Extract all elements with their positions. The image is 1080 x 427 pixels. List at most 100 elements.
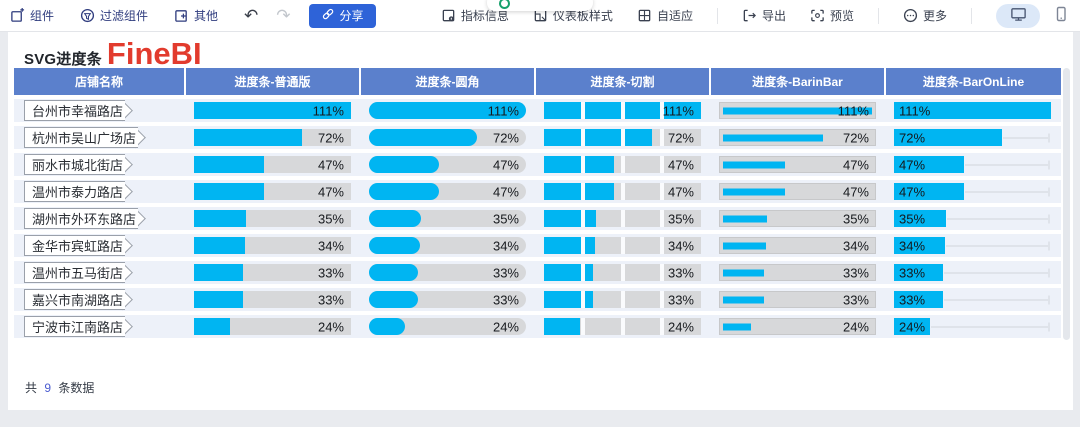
column-header-baronline[interactable]: 进度条-BarOnLine [886,68,1061,95]
filter-component-button[interactable]: 过滤组件 [80,7,148,24]
progress-barinbar-cell: 47% [711,183,886,200]
progress-bar-baronline[interactable]: 111% [894,102,1051,119]
mobile-view-toggle[interactable] [1054,6,1068,25]
share-button[interactable]: 分享 [308,3,376,28]
progress-bar-rounded[interactable]: 72% [369,129,526,146]
progress-bar-rounded[interactable]: 24% [369,318,526,335]
progress-bar-barinbar[interactable]: 47% [719,183,876,200]
column-header-store[interactable]: 店铺名称 [14,68,186,95]
progress-fill [544,183,615,200]
progress-bar-plain[interactable]: 33% [194,291,351,308]
store-name-tag[interactable]: 台州市幸福路店 [24,100,133,121]
progress-bar-plain[interactable]: 111% [194,102,351,119]
progress-bar-barinbar[interactable]: 72% [719,129,876,146]
progress-bar-baronline[interactable]: 33% [894,291,1051,308]
progress-bar-rounded[interactable]: 47% [369,183,526,200]
progress-bar-rounded[interactable]: 33% [369,264,526,281]
store-name-tag[interactable]: 金华市宾虹路店 [24,235,133,256]
progress-bar-segmented[interactable]: 33% [544,264,701,281]
auto-fit-button[interactable]: 自适应 [637,7,693,24]
progress-fill [369,318,405,335]
progress-bar-segmented[interactable]: 33% [544,291,701,308]
progress-bar-plain[interactable]: 47% [194,183,351,200]
progress-bar-segmented[interactable]: 34% [544,237,701,254]
progress-bar-barinbar[interactable]: 24% [719,318,876,335]
progress-bar-rounded[interactable]: 47% [369,156,526,173]
table-row: 温州市泰力路店 47% 47% 47% [14,180,1061,203]
progress-bar-plain[interactable]: 34% [194,237,351,254]
store-name-tag[interactable]: 湖州市外环东路店 [24,208,146,229]
progress-fill [544,264,594,281]
progress-bar-rounded[interactable]: 111% [369,102,526,119]
progress-bar-rounded[interactable]: 34% [369,237,526,254]
progress-plain-cell: 72% [186,129,361,146]
progress-inner-fill [723,296,765,303]
progress-bar-rounded[interactable]: 33% [369,291,526,308]
indicator-info-button[interactable]: 指标信息 [441,7,509,24]
component-button[interactable]: 组件 [10,7,54,24]
progress-bar-baronline[interactable]: 34% [894,237,1051,254]
progress-baronline-cell: 24% [886,318,1061,335]
progress-bar-baronline[interactable]: 33% [894,264,1051,281]
progress-bar-plain[interactable]: 72% [194,129,351,146]
progress-bar-baronline[interactable]: 24% [894,318,1051,335]
store-name-tag[interactable]: 宁波市江南路店 [24,316,133,337]
column-header-barinbar[interactable]: 进度条-BarinBar [711,68,886,95]
preview-button[interactable]: 预览 [810,7,854,24]
progress-segmented-cell: 33% [536,291,711,308]
progress-bar-barinbar[interactable]: 47% [719,156,876,173]
progress-value-label: 47% [492,157,519,172]
progress-bar-barinbar[interactable]: 35% [719,210,876,227]
table-body: 台州市幸福路店 111% 111% 111% [14,99,1061,338]
progress-bar-plain[interactable]: 47% [194,156,351,173]
progress-bar-barinbar[interactable]: 34% [719,237,876,254]
toolbar-divider [716,7,718,24]
progress-bar-baronline[interactable]: 47% [894,183,1051,200]
desktop-view-toggle[interactable] [996,3,1040,28]
progress-plain-cell: 47% [186,183,361,200]
record-count-number: 9 [44,381,52,395]
widget-title-row: SVG进度条 FineBI [8,32,1073,69]
progress-rounded-cell: 111% [361,102,536,119]
export-button[interactable]: 导出 [742,7,786,24]
progress-bar-rounded[interactable]: 35% [369,210,526,227]
store-name-tag[interactable]: 杭州市吴山广场店 [24,127,146,148]
table-scrollbar[interactable] [1063,68,1070,340]
other-button[interactable]: 其他 [174,7,218,24]
progress-fill [894,237,945,254]
store-name-tag[interactable]: 温州市五马街店 [24,262,133,283]
progress-bar-segmented[interactable]: 47% [544,183,701,200]
progress-bar-baronline[interactable]: 72% [894,129,1051,146]
progress-bar-baronline[interactable]: 35% [894,210,1051,227]
more-button[interactable]: 更多 [903,7,947,24]
progress-fill [894,264,944,281]
progress-bar-segmented[interactable]: 35% [544,210,701,227]
progress-bar-segmented[interactable]: 111% [544,102,701,119]
store-name-tag[interactable]: 丽水市城北街店 [24,154,133,175]
progress-fill [544,291,594,308]
progress-bar-barinbar[interactable]: 33% [719,264,876,281]
store-name-tag[interactable]: 嘉兴市南湖路店 [24,289,133,310]
progress-bar-plain[interactable]: 35% [194,210,351,227]
progress-bar-barinbar[interactable]: 33% [719,291,876,308]
progress-bar-baronline[interactable]: 47% [894,156,1051,173]
progress-bar-plain[interactable]: 24% [194,318,351,335]
store-name-tag[interactable]: 温州市泰力路店 [24,181,133,202]
column-header-segmented[interactable]: 进度条-切割 [536,68,711,95]
segment-gap [659,318,664,335]
progress-barinbar-cell: 24% [711,318,886,335]
column-header-plain[interactable]: 进度条-普通版 [186,68,361,95]
segment-gap [620,210,625,227]
progress-baronline-cell: 111% [886,102,1061,119]
progress-bar-segmented[interactable]: 24% [544,318,701,335]
progress-bar-plain[interactable]: 33% [194,264,351,281]
segment-gap [581,129,586,146]
store-name-cell: 温州市五马街店 [14,262,186,283]
column-header-rounded[interactable]: 进度条-圆角 [361,68,536,95]
progress-fill [544,237,595,254]
progress-fill [194,183,265,200]
undo-button[interactable]: ↶ [244,6,259,25]
progress-bar-segmented[interactable]: 47% [544,156,701,173]
progress-bar-barinbar[interactable]: 111% [719,102,876,119]
progress-bar-segmented[interactable]: 72% [544,129,701,146]
